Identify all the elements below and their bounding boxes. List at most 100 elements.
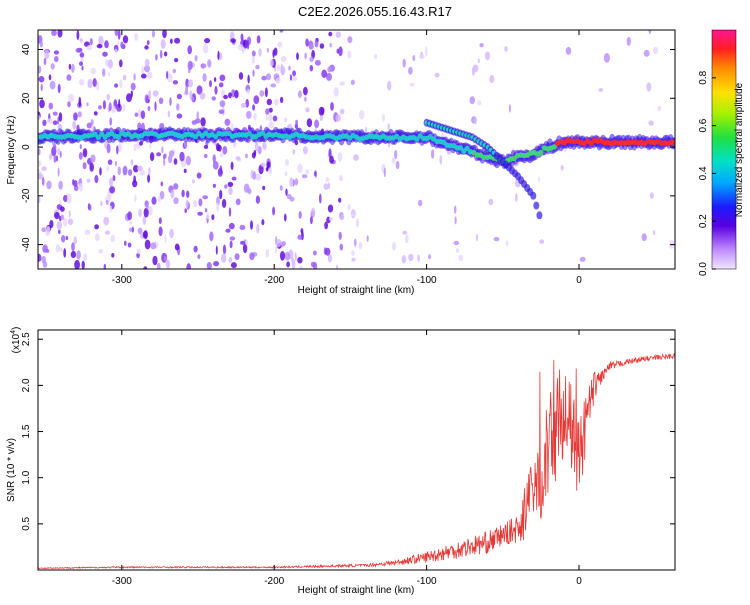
ridge-core — [464, 145, 470, 152]
noise-blob — [127, 211, 132, 221]
snr-y-multiplier-close: ) — [11, 327, 22, 330]
noise-blob — [303, 86, 308, 96]
noise-blob — [218, 82, 224, 88]
noise-blob — [454, 216, 457, 225]
ridge-core — [115, 133, 122, 140]
y-tick-label: 20 — [21, 92, 32, 104]
noise-blob — [387, 80, 392, 91]
noise-blob — [146, 40, 150, 45]
noise-blob — [106, 165, 109, 172]
noise-blob — [234, 90, 239, 99]
colorbar-gradient — [711, 29, 737, 270]
noise-blob — [258, 48, 262, 57]
noise-blob — [409, 82, 415, 87]
noise-blob — [314, 59, 321, 66]
noise-blob — [211, 96, 216, 101]
noise-blob — [122, 74, 127, 81]
noise-blob — [122, 35, 129, 44]
noise-blob — [247, 39, 250, 50]
noise-blob — [366, 235, 369, 242]
noise-blob — [155, 54, 158, 61]
snr-x-label: Height of straight line (km) — [298, 585, 415, 596]
noise-blob — [163, 255, 167, 262]
noise-blob — [134, 33, 139, 41]
noise-blob — [136, 248, 141, 254]
noise-blob — [82, 162, 87, 170]
figure-title: C2E2.2026.055.16.43.R17 — [298, 4, 452, 19]
noise-blob — [53, 50, 60, 55]
noise-blob — [626, 36, 631, 47]
noise-blob — [109, 186, 116, 194]
noise-blob — [339, 243, 344, 251]
noise-blob — [504, 46, 508, 52]
noise-blob — [130, 90, 133, 98]
noise-blob — [603, 53, 610, 63]
noise-blob — [55, 155, 59, 162]
noise-blob — [474, 116, 477, 125]
noise-blob — [149, 152, 155, 162]
noise-blob — [159, 49, 163, 59]
noise-blob — [191, 96, 195, 102]
noise-blob — [185, 155, 191, 166]
noise-blob — [261, 219, 265, 226]
noise-blob — [335, 114, 341, 122]
noise-blob — [284, 213, 287, 222]
colorbar-tick-label: 0.0 — [698, 262, 709, 276]
noise-blob — [270, 59, 274, 67]
noise-blob — [392, 242, 397, 251]
noise-blob — [65, 235, 69, 241]
noise-blob — [306, 118, 313, 128]
noise-blob — [78, 152, 83, 160]
noise-blob — [197, 89, 202, 95]
noise-blob — [330, 102, 334, 111]
noise-blob — [38, 148, 41, 156]
noise-blob — [255, 173, 262, 181]
snr-y-multiplier-base: (x10 — [11, 333, 22, 353]
noise-blob — [173, 197, 179, 205]
noise-blob — [539, 239, 545, 244]
noise-blob — [133, 165, 139, 173]
noise-blob — [262, 142, 267, 150]
ridge-core — [538, 149, 544, 156]
noise-blob — [251, 50, 256, 57]
noise-blob — [215, 245, 218, 255]
noise-blob — [294, 251, 297, 261]
noise-blob — [39, 41, 43, 48]
noise-blob — [260, 162, 266, 167]
noise-blob — [273, 47, 278, 56]
ridge-core — [672, 139, 675, 145]
noise-blob — [158, 217, 162, 225]
noise-blob — [394, 149, 398, 160]
noise-blob — [204, 38, 211, 44]
noise-blob — [183, 140, 188, 149]
noise-blob — [305, 38, 309, 47]
noise-blob — [81, 260, 85, 269]
noise-blob — [137, 122, 142, 130]
noise-blob — [89, 162, 94, 172]
spectrogram-x-label: Height of straight line (km) — [298, 285, 415, 296]
noise-blob — [152, 90, 159, 97]
ridge-core — [457, 145, 463, 151]
spectrogram-y-label: Frequency (Hz) — [6, 116, 17, 185]
noise-blob — [157, 262, 161, 269]
noise-blob — [246, 110, 252, 119]
noise-blob — [297, 234, 303, 240]
noise-blob — [274, 98, 279, 106]
noise-blob — [347, 50, 352, 59]
noise-blob — [57, 30, 63, 38]
noise-blob — [286, 261, 290, 268]
noise-blob — [268, 107, 273, 113]
noise-blob — [179, 151, 185, 162]
noise-blob — [298, 211, 302, 219]
snr-series-line — [38, 353, 675, 570]
colorbar-ticks: 0.0 0.2 0.4 0.6 0.8 — [698, 70, 716, 276]
noise-blob — [309, 44, 314, 50]
noise-blob — [418, 199, 423, 207]
noise-blob — [117, 166, 121, 176]
noise-blob — [264, 87, 268, 98]
noise-blob — [68, 210, 71, 218]
noise-blob — [309, 56, 314, 63]
noise-blob — [53, 155, 57, 163]
noise-blob — [477, 58, 480, 64]
